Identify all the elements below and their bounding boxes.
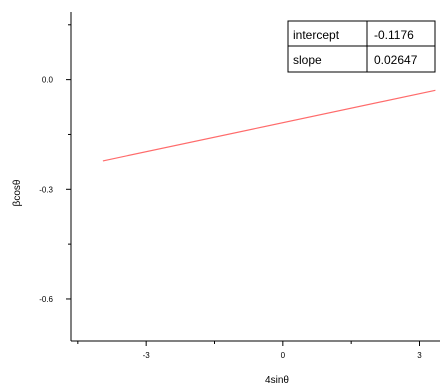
axes	[70, 12, 440, 342]
ticks: -3 0 3 0.0 -0.3 -0.6	[39, 24, 422, 360]
y-tick-label: 0.0	[42, 76, 54, 85]
x-axis-label: 4sinθ	[265, 375, 289, 386]
stats-slope-label: slope	[293, 53, 322, 67]
stats-table: intercept -0.1176 slope 0.02647	[287, 20, 436, 73]
x-tick-label: -3	[143, 351, 151, 360]
stats-slope-value: 0.02647	[374, 53, 418, 67]
series	[102, 89, 436, 162]
y-axis-label: βcosθ	[12, 179, 23, 206]
fit-line-series	[102, 89, 436, 162]
stats-intercept-label: intercept	[293, 28, 340, 42]
x-tick-label: 3	[417, 351, 422, 360]
y-tick-label: -0.6	[39, 295, 53, 304]
x-tick-label: 0	[281, 351, 286, 360]
y-tick-label: -0.3	[39, 185, 53, 194]
stats-intercept-value: -0.1176	[374, 28, 414, 42]
